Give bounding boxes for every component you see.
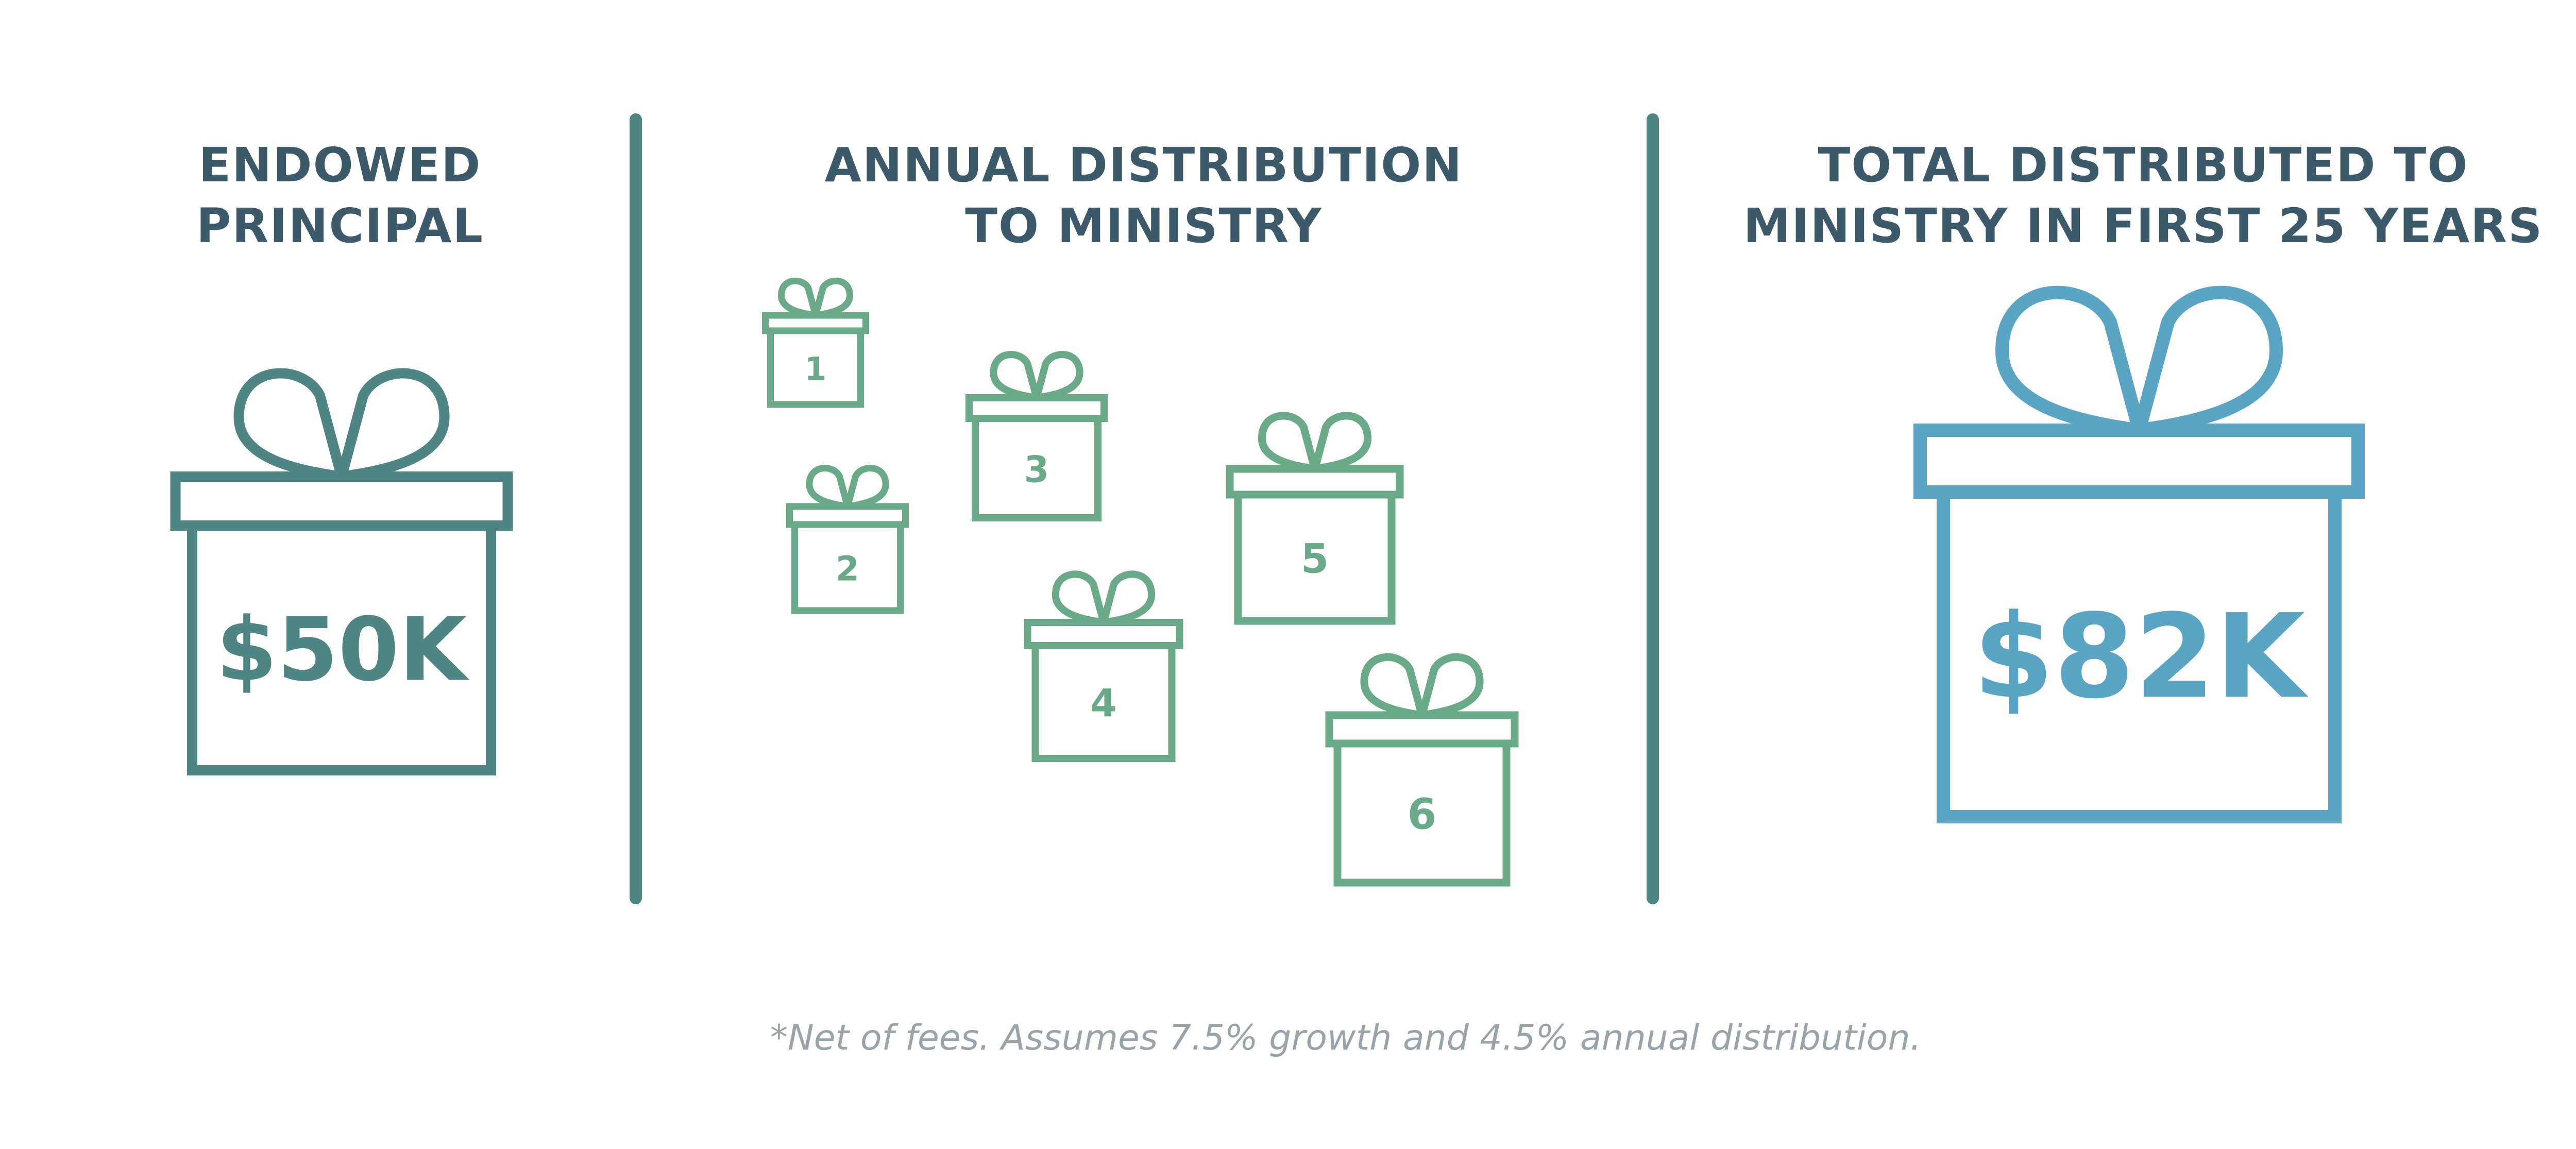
gift-label: 3 [1024,448,1049,491]
annual-gift-6-icon: 6 [1325,653,1519,887]
gift-box [972,415,1101,521]
gift-bow [777,277,854,319]
annual-gift-3-icon: 3 [965,351,1108,521]
gift-label: 5 [1301,536,1329,583]
section-divider-right [1647,113,1659,904]
gift-box [1937,485,2342,823]
gift-box [767,327,864,408]
annual-heading-line-1: ANNUAL DISTRIBUTION [824,138,1463,193]
total-heading-line-2: MINISTRY IN FIRST 25 YEARS [1743,198,2544,254]
endowed-principal-heading: ENDOWED PRINCIPAL [72,135,608,257]
gift-bow [1052,570,1156,626]
gift-label: $82K [1973,589,2309,724]
annual-gift-5-icon: 5 [1226,412,1404,625]
gift-bow [990,351,1083,401]
gift-label: 4 [1090,681,1117,725]
endowed-heading-line-1: ENDOWED [198,138,482,193]
annual-gift-1-icon: 1 [762,277,869,408]
endowed-gift-icon: $50K [170,368,513,775]
annual-gift-2-icon: 2 [786,465,909,614]
gift-lid [1913,424,2365,499]
section-divider-left [630,113,642,904]
gift-bow [806,465,889,510]
gift-label: 1 [804,350,826,388]
annual-heading-line-2: TO MINISTRY [965,198,1323,254]
gift-box [187,520,496,775]
gift-bow [1995,285,2283,437]
gift-label: $50K [216,599,470,701]
gift-lid [1325,711,1519,748]
gift-box [1333,739,1511,887]
total-distributed-heading: TOTAL DISTRIBUTED TO MINISTRY IN FIRST 2… [1669,135,2576,257]
gift-bow [1360,653,1484,719]
footnote: *Net of fees. Assumes 7.5% growth and 4.… [770,1018,1922,1058]
gift-bow [233,368,450,482]
gift-label: 2 [836,549,859,589]
total-gift-icon: $82K [1913,285,2365,823]
gift-bow [1258,412,1372,473]
gift-box [791,521,904,614]
gift-lid [170,471,513,531]
annual-distribution-heading: ANNUAL DISTRIBUTION TO MINISTRY [634,135,1654,257]
gift-box [1031,642,1176,762]
endowed-heading-line-2: PRINCIPAL [196,198,484,254]
gift-label: 6 [1407,790,1436,839]
annual-gift-4-icon: 4 [1024,570,1183,762]
total-heading-line-1: TOTAL DISTRIBUTED TO [1818,138,2469,193]
gift-box [1234,491,1396,625]
